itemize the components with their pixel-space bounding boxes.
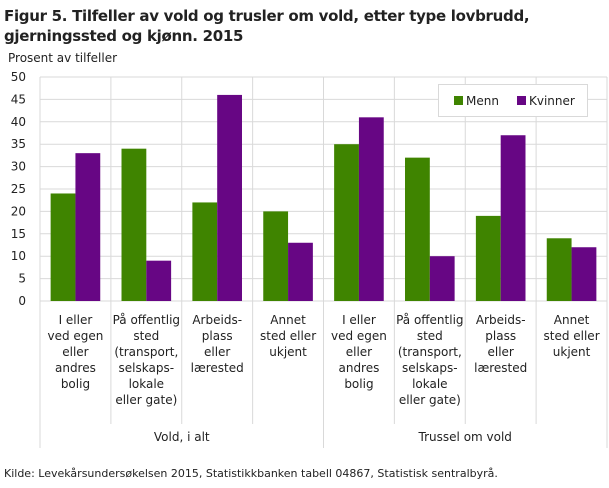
bar-menn <box>263 211 289 301</box>
bar-kvinner <box>429 256 455 301</box>
y-tick-label: 20 <box>11 204 26 218</box>
bar-menn <box>121 148 147 301</box>
category-label: Arbeids- <box>476 313 526 327</box>
category-label: plass <box>485 329 516 343</box>
legend: Menn Kvinner <box>438 84 588 117</box>
category-label: sted eller <box>543 329 599 343</box>
bar-menn <box>475 215 501 301</box>
category-label: selskaps- <box>402 361 458 375</box>
category-label: (transport, <box>398 345 462 359</box>
legend-label: Kvinner <box>529 94 575 108</box>
legend-box <box>438 84 588 117</box>
chart-title: Figur 5. Tilfeller av vold og trusler om… <box>4 7 530 45</box>
legend-swatch-kvinner <box>517 96 526 105</box>
y-tick-label: 5 <box>18 272 26 286</box>
category-label: I eller <box>59 313 93 327</box>
legend-swatch-menn <box>454 96 463 105</box>
y-axis-label: Prosent av tilfeller <box>8 51 118 65</box>
bar-kvinner <box>358 117 384 301</box>
category-label: På offentlig <box>113 313 180 327</box>
bar-menn <box>50 193 76 301</box>
category-label: bolig <box>61 377 90 391</box>
legend-label: Menn <box>466 94 499 108</box>
y-tick-label: 15 <box>11 227 26 241</box>
y-tick-label: 30 <box>11 160 26 174</box>
category-label: Annet <box>554 313 590 327</box>
bar-kvinner <box>146 260 172 301</box>
y-tick-label: 35 <box>11 137 26 151</box>
category-label: Arbeids- <box>192 313 242 327</box>
category-label: andres <box>55 361 96 375</box>
y-tick-label: 50 <box>11 70 26 84</box>
bar-kvinner <box>75 153 101 301</box>
category-label: lokale <box>412 377 447 391</box>
category-label: selskaps- <box>119 361 175 375</box>
category-label: eller <box>488 345 514 359</box>
category-label: eller <box>204 345 230 359</box>
category-label: andres <box>338 361 379 375</box>
category-label: eller gate) <box>115 393 177 407</box>
bar-menn <box>334 144 359 301</box>
group-label: Vold, i alt <box>154 430 210 444</box>
category-label: (transport, <box>114 345 178 359</box>
category-label: eller gate) <box>399 393 461 407</box>
category-label: ukjent <box>553 345 591 359</box>
category-label: lokale <box>129 377 164 391</box>
bar-menn <box>192 202 218 301</box>
category-label: På offentlig <box>396 313 463 327</box>
category-label: ukjent <box>269 345 307 359</box>
category-label: eller <box>62 345 88 359</box>
category-label: ved egen <box>47 329 103 343</box>
category-label: sted eller <box>260 329 316 343</box>
y-tick-label: 45 <box>11 92 26 106</box>
y-tick-label: 10 <box>11 249 26 263</box>
category-label: plass <box>202 329 233 343</box>
category-label: eller <box>346 345 372 359</box>
bar-menn <box>405 157 430 301</box>
category-label: ved egen <box>331 329 387 343</box>
y-tick-label: 40 <box>11 115 26 129</box>
group-label: Trussel om vold <box>418 430 512 444</box>
bar-kvinner <box>571 247 597 301</box>
category-label: bolig <box>344 377 373 391</box>
source-note: Kilde: Levekårsundersøkelsen 2015, Stati… <box>4 467 498 480</box>
category-label: I eller <box>342 313 376 327</box>
category-label: sted <box>133 329 159 343</box>
category-label: lærested <box>191 361 244 375</box>
bar-kvinner <box>500 135 526 301</box>
category-label: sted <box>417 329 443 343</box>
bar-kvinner <box>288 242 313 301</box>
bar-kvinner <box>217 94 242 301</box>
category-label: Annet <box>270 313 306 327</box>
y-tick-label: 0 <box>18 294 26 308</box>
y-tick-label: 25 <box>11 182 26 196</box>
category-label: lærested <box>474 361 527 375</box>
bar-menn <box>546 238 572 301</box>
